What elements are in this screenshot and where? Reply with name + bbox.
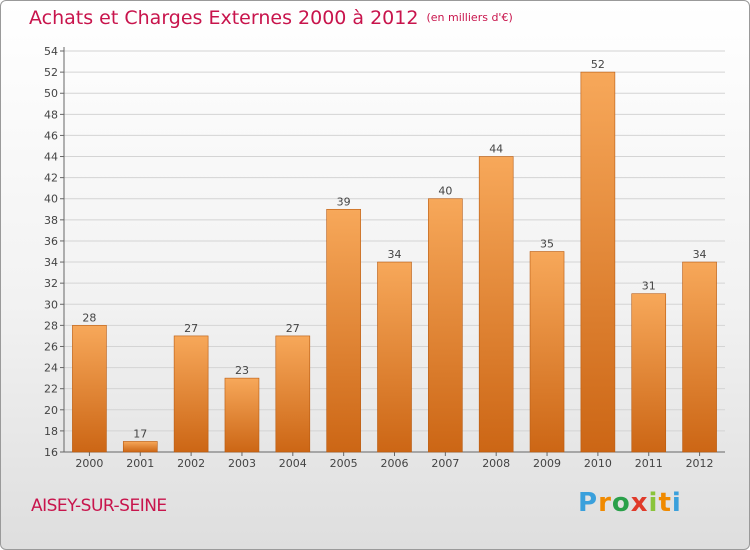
data-label-2012: 34: [693, 248, 707, 261]
y-tick-label: 34: [44, 256, 58, 269]
x-tick-label-2009: 2009: [533, 457, 561, 470]
bar-2005: [326, 208, 361, 453]
data-label-2009: 35: [540, 238, 554, 251]
y-tick-label: 52: [44, 66, 58, 79]
bar-2004: [275, 335, 311, 453]
data-label-2004: 27: [286, 322, 300, 335]
x-tick-label-2008: 2008: [482, 457, 510, 470]
data-label-2002: 27: [184, 322, 198, 335]
x-tick-label-2002: 2002: [177, 457, 205, 470]
x-tick-label-2010: 2010: [584, 457, 612, 470]
bar-2007: [428, 198, 463, 453]
logo-letter: o: [611, 488, 631, 518]
y-tick-label: 24: [44, 362, 58, 375]
y-tick-label: 32: [44, 277, 58, 290]
x-tick-label-2000: 2000: [75, 457, 103, 470]
logo-letter: t: [658, 488, 672, 518]
chart-title: Achats et Charges Externes 2000 à 2012 (e…: [29, 7, 513, 29]
x-tick-label-2006: 2006: [381, 457, 409, 470]
bar-2011: [631, 293, 667, 453]
data-label-2003: 23: [235, 364, 249, 377]
logo-letter: r: [598, 488, 612, 518]
data-label-2001: 17: [133, 427, 147, 440]
y-tick-label: 38: [44, 214, 58, 227]
y-tick-label: 28: [44, 319, 58, 332]
y-tick-label: 30: [44, 298, 58, 311]
bar-2000: [72, 325, 107, 453]
data-label-2005: 39: [337, 195, 351, 208]
bar-2012: [682, 261, 717, 453]
x-tick-label-2005: 2005: [330, 457, 358, 470]
x-tick-label-2001: 2001: [126, 457, 154, 470]
bar-2002: [173, 335, 209, 453]
logo-letter: i: [671, 488, 682, 518]
logo-letter: i: [648, 488, 659, 518]
bar-2003: [224, 377, 260, 453]
y-tick-label: 42: [44, 172, 58, 185]
labels: 16 18 20 22 24 26 28 30 32 34 36 38 40 42 44 46 48 50 52 54…: [44, 45, 714, 470]
x-tick-label-2012: 2012: [686, 457, 714, 470]
y-tick-label: 36: [44, 235, 58, 248]
location-name: AISEY-SUR-SEINE: [31, 496, 167, 516]
x-tick-label-2011: 2011: [635, 457, 663, 470]
y-tick-label: 44: [44, 151, 58, 164]
data-label-2007: 40: [438, 185, 452, 198]
logo-letter: P: [578, 488, 599, 518]
y-tick-label: 48: [44, 108, 58, 121]
y-tick-label: 18: [44, 425, 58, 438]
y-tick-label: 22: [44, 383, 58, 396]
data-label-2008: 44: [489, 143, 503, 156]
bar-2001: [122, 441, 158, 453]
proxiti-logo: Proxiti: [578, 488, 682, 518]
data-label-2011: 31: [642, 280, 656, 293]
y-tick-label: 26: [44, 340, 58, 353]
bar-2010: [580, 71, 616, 453]
y-tick-label: 50: [44, 87, 58, 100]
data-label-2010: 52: [591, 58, 605, 71]
bar-2009: [529, 251, 565, 453]
x-tick-label-2007: 2007: [431, 457, 459, 470]
x-tick-label-2003: 2003: [228, 457, 256, 470]
x-tick-label-2004: 2004: [279, 457, 307, 470]
data-label-2006: 34: [388, 248, 402, 261]
data-label-2000: 28: [82, 311, 96, 324]
y-tick-label: 54: [44, 45, 58, 58]
y-tick-label: 20: [44, 404, 58, 417]
logo-letter: x: [630, 488, 649, 518]
y-tick-label: 46: [44, 129, 58, 142]
bar-2006: [377, 261, 412, 453]
title-text: Achats et Charges Externes 2000 à 2012: [29, 7, 419, 29]
bars: [72, 71, 717, 453]
y-tick-label: 40: [44, 193, 58, 206]
bar-2008: [478, 156, 514, 453]
y-tick-label: 16: [44, 446, 58, 459]
chart-subtitle: (en milliers d'€): [426, 11, 513, 24]
